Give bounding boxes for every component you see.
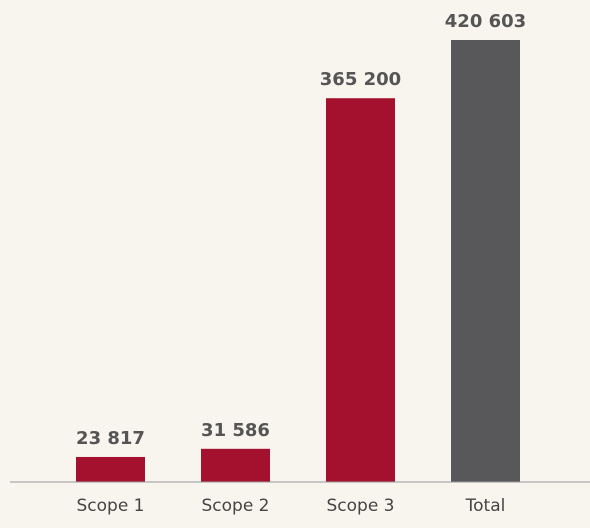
x-tick-label: Scope 2 — [201, 496, 269, 516]
bar — [201, 448, 270, 482]
bar — [451, 40, 520, 482]
bar — [76, 456, 145, 482]
value-label: 31 586 — [201, 420, 270, 441]
x-tick-label: Scope 1 — [76, 496, 144, 516]
x-tick-label: Total — [465, 496, 506, 516]
value-label: 420 603 — [445, 11, 526, 32]
value-label: 23 817 — [76, 428, 145, 449]
x-tick-label: Scope 3 — [326, 496, 394, 516]
bar — [326, 98, 395, 483]
value-label: 365 200 — [320, 69, 401, 90]
